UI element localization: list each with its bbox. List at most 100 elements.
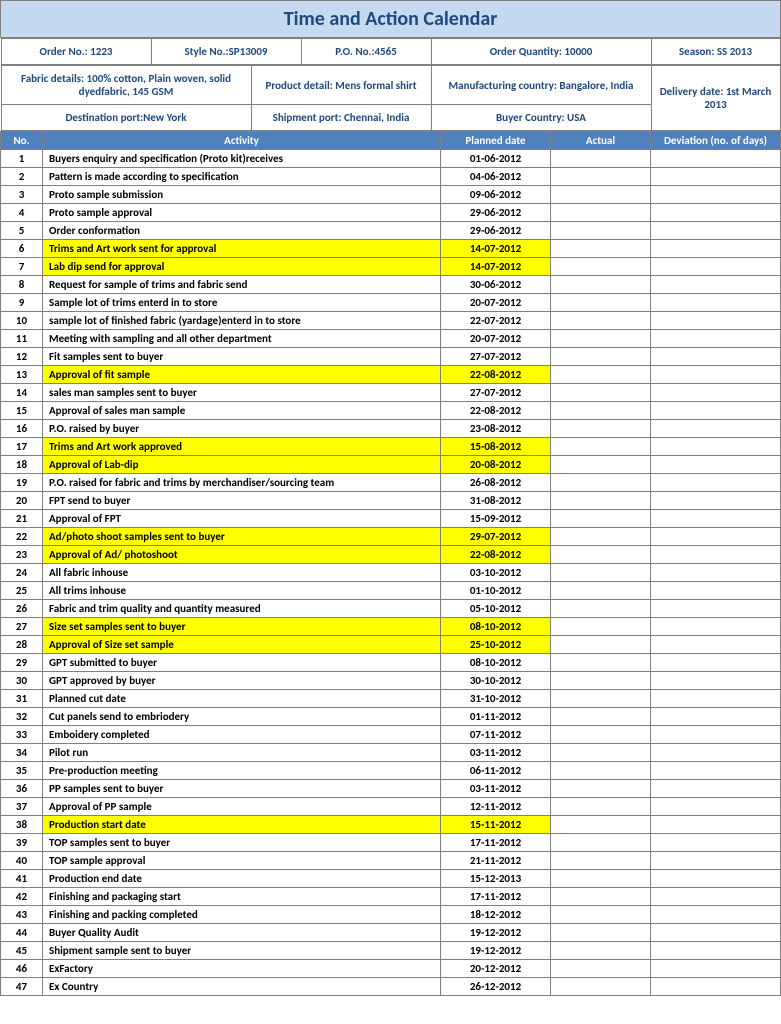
deviation-cell xyxy=(650,168,780,186)
table-row: 46ExFactory20-12-2012 xyxy=(1,960,781,978)
table-row: 11Meeting with sampling and all other de… xyxy=(1,330,781,348)
planned-date-cell: 27-07-2012 xyxy=(440,384,550,402)
row-number: 43 xyxy=(1,906,43,924)
activity-cell: Finishing and packaging start xyxy=(43,888,441,906)
planned-date-cell: 19-12-2012 xyxy=(440,942,550,960)
planned-date-cell: 12-11-2012 xyxy=(440,798,550,816)
activity-cell: Proto sample submission xyxy=(43,186,441,204)
planned-date-cell: 29-06-2012 xyxy=(440,204,550,222)
table-row: 27Size set samples sent to buyer08-10-20… xyxy=(1,618,781,636)
activity-cell: All trims inhouse xyxy=(43,582,441,600)
row-number: 15 xyxy=(1,402,43,420)
actual-cell xyxy=(550,708,650,726)
deviation-cell xyxy=(650,564,780,582)
header-row-2: Fabric details: 100% cotton, Plain woven… xyxy=(1,65,781,132)
row-number: 11 xyxy=(1,330,43,348)
planned-date-cell: 26-12-2012 xyxy=(440,978,550,996)
planned-date-cell: 17-11-2012 xyxy=(440,888,550,906)
activity-cell: Approval of PP sample xyxy=(43,798,441,816)
table-row: 13Approval of fit sample22-08-2012 xyxy=(1,366,781,384)
row-number: 34 xyxy=(1,744,43,762)
deviation-cell xyxy=(650,672,780,690)
activity-cell: Production start date xyxy=(43,816,441,834)
planned-date-cell: 31-10-2012 xyxy=(440,690,550,708)
row-number: 9 xyxy=(1,294,43,312)
table-row: 6Trims and Art work sent for approval14-… xyxy=(1,240,781,258)
planned-date-cell: 25-10-2012 xyxy=(440,636,550,654)
actual-cell xyxy=(550,906,650,924)
table-row: 15Approval of sales man sample22-08-2012 xyxy=(1,402,781,420)
deviation-cell xyxy=(650,906,780,924)
actual-cell xyxy=(550,384,650,402)
actual-cell xyxy=(550,312,650,330)
actual-cell xyxy=(550,474,650,492)
dest-port: Destination port:New York xyxy=(1,105,251,131)
deviation-cell xyxy=(650,330,780,348)
planned-date-cell: 20-07-2012 xyxy=(440,330,550,348)
table-row: 3Proto sample submission09-06-2012 xyxy=(1,186,781,204)
deviation-cell xyxy=(650,690,780,708)
table-row: 17Trims and Art work approved15-08-2012 xyxy=(1,438,781,456)
actual-cell xyxy=(550,888,650,906)
activity-cell: Buyers enquiry and specification (Proto … xyxy=(43,150,441,168)
row-number: 38 xyxy=(1,816,43,834)
actual-cell xyxy=(550,330,650,348)
deviation-cell xyxy=(650,276,780,294)
table-row: 14sales man samples sent to buyer27-07-2… xyxy=(1,384,781,402)
planned-date-cell: 08-10-2012 xyxy=(440,654,550,672)
activity-cell: FPT send to buyer xyxy=(43,492,441,510)
planned-date-cell: 01-11-2012 xyxy=(440,708,550,726)
row-number: 12 xyxy=(1,348,43,366)
deviation-cell xyxy=(650,618,780,636)
row-number: 20 xyxy=(1,492,43,510)
planned-date-cell: 15-11-2012 xyxy=(440,816,550,834)
deviation-cell xyxy=(650,582,780,600)
deviation-cell xyxy=(650,312,780,330)
planned-date-cell: 01-10-2012 xyxy=(440,582,550,600)
row-number: 27 xyxy=(1,618,43,636)
activity-cell: P.O. raised for fabric and trims by merc… xyxy=(43,474,441,492)
activity-cell: sales man samples sent to buyer xyxy=(43,384,441,402)
table-row: 18Approval of Lab-dip20-08-2012 xyxy=(1,456,781,474)
deviation-cell xyxy=(650,708,780,726)
activity-cell: Trims and Art work approved xyxy=(43,438,441,456)
actual-cell xyxy=(550,744,650,762)
actual-cell xyxy=(550,726,650,744)
actual-cell xyxy=(550,222,650,240)
table-row: 31Planned cut date31-10-2012 xyxy=(1,690,781,708)
planned-date-cell: 14-07-2012 xyxy=(440,240,550,258)
planned-date-cell: 22-08-2012 xyxy=(440,366,550,384)
row-number: 35 xyxy=(1,762,43,780)
actual-cell xyxy=(550,294,650,312)
table-row: 22Ad/photo shoot samples sent to buyer29… xyxy=(1,528,781,546)
table-row: 25All trims inhouse01-10-2012 xyxy=(1,582,781,600)
row-number: 8 xyxy=(1,276,43,294)
activity-cell: GPT submitted to buyer xyxy=(43,654,441,672)
row-number: 41 xyxy=(1,870,43,888)
table-row: 1Buyers enquiry and specification (Proto… xyxy=(1,150,781,168)
table-row: 35Pre-production meeting06-11-2012 xyxy=(1,762,781,780)
activity-cell: TOP sample approval xyxy=(43,852,441,870)
planned-date-cell: 18-12-2012 xyxy=(440,906,550,924)
order-qty: Order Quantity: 10000 xyxy=(431,39,651,65)
deviation-cell xyxy=(650,816,780,834)
planned-date-cell: 03-11-2012 xyxy=(440,780,550,798)
table-row: 47Ex Country26-12-2012 xyxy=(1,978,781,996)
deviation-cell xyxy=(650,546,780,564)
table-row: 44Buyer Quality Audit19-12-2012 xyxy=(1,924,781,942)
page-title: Time and Action Calendar xyxy=(1,1,781,38)
title-row: Time and Action Calendar xyxy=(1,1,781,38)
deviation-cell xyxy=(650,402,780,420)
deviation-cell xyxy=(650,870,780,888)
row-number: 39 xyxy=(1,834,43,852)
table-row: 5Order conformation29-06-2012 xyxy=(1,222,781,240)
table-row: 4Proto sample approval29-06-2012 xyxy=(1,204,781,222)
col-actual: Actual xyxy=(550,132,650,150)
table-row: 2Pattern is made according to specificat… xyxy=(1,168,781,186)
row-number: 13 xyxy=(1,366,43,384)
activity-cell: Fit samples sent to buyer xyxy=(43,348,441,366)
table-row: 32Cut panels send to embriodery01-11-201… xyxy=(1,708,781,726)
planned-date-cell: 20-12-2012 xyxy=(440,960,550,978)
col-deviation: Deviation (no. of days) xyxy=(650,132,780,150)
table-row: 23Approval of Ad/ photoshoot22-08-2012 xyxy=(1,546,781,564)
